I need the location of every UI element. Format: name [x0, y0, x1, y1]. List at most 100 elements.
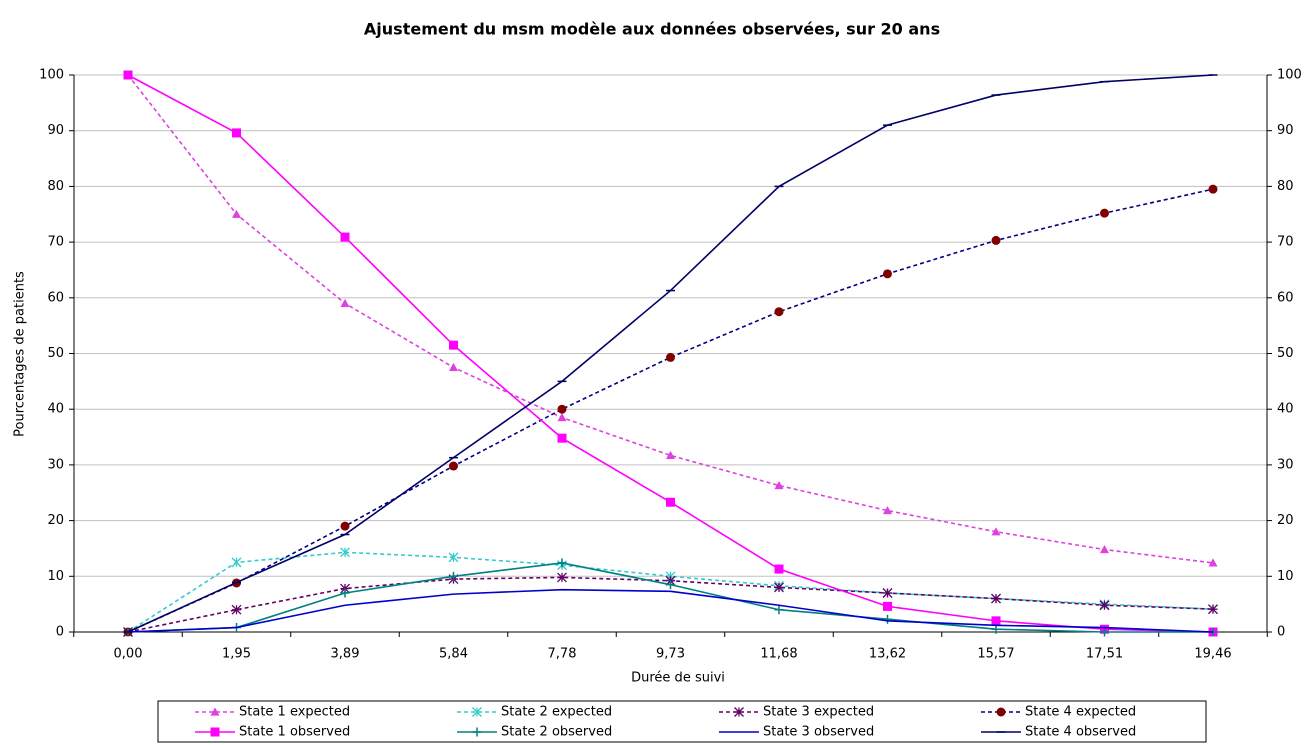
y-tick-label: 0: [56, 625, 64, 640]
legend-label: State 2 expected: [501, 705, 612, 720]
series-line: [127, 188, 1214, 633]
y-tick-label: 90: [47, 123, 64, 138]
x-tick-label: 1,95: [222, 647, 251, 662]
x-tick-label: 15,57: [977, 647, 1014, 662]
y2-tick-label: 100: [1277, 68, 1302, 83]
legend-label: State 2 observed: [501, 725, 612, 740]
y-tick-label: 30: [47, 457, 64, 472]
data-point: [991, 616, 1001, 626]
data-point: [774, 481, 784, 490]
y-tick-label: 60: [47, 290, 64, 305]
data-point: [883, 614, 892, 624]
x-tick-label: 11,68: [760, 647, 797, 662]
legend-label: State 4 observed: [1025, 725, 1136, 740]
y-tick-label: 80: [47, 179, 64, 194]
x-tick-label: 19,46: [1194, 647, 1231, 662]
data-point: [883, 601, 892, 611]
data-point: [774, 582, 784, 593]
data-point: [340, 588, 350, 598]
x-tick-label: 0,00: [114, 647, 143, 662]
data-point: [557, 572, 567, 583]
data-point: [991, 235, 1001, 245]
legend-label: State 3 expected: [763, 705, 874, 720]
x-tick-label: 17,51: [1086, 647, 1123, 662]
y2-tick-label: 30: [1277, 457, 1294, 472]
legend-label: State 1 expected: [239, 705, 350, 720]
data-point: [1099, 600, 1110, 611]
legend-label: State 3 observed: [763, 725, 874, 740]
data-point: [557, 413, 567, 422]
legend-label: State 1 observed: [239, 725, 350, 740]
series-line: [127, 74, 1214, 564]
data-point: [557, 433, 567, 443]
data-point: [666, 450, 675, 460]
data-point: [882, 588, 893, 598]
y-axis-label: Pourcentages de patients: [13, 271, 28, 437]
data-point: [449, 461, 458, 471]
legend-marker: [996, 707, 1006, 717]
legend-marker: [472, 707, 482, 717]
data-point: [231, 557, 242, 568]
legend-marker: [734, 707, 744, 717]
data-point: [449, 340, 458, 350]
data-point: [1208, 184, 1218, 194]
legend-marker: [210, 707, 220, 716]
y2-tick-label: 60: [1277, 290, 1294, 305]
data-point: [666, 497, 675, 507]
y2-tick-label: 10: [1277, 569, 1294, 584]
legend-marker: [210, 727, 220, 737]
data-point: [1100, 627, 1109, 637]
chart-title: Ajustement du msm modèle aux données obs…: [364, 20, 940, 39]
series-line: [127, 588, 1214, 633]
data-point: [1208, 604, 1218, 615]
y2-tick-label: 20: [1277, 513, 1294, 528]
data-point: [1100, 545, 1109, 554]
data-point: [232, 209, 241, 218]
data-point: [123, 70, 133, 80]
data-point: [557, 558, 567, 568]
data-point: [449, 362, 458, 372]
y2-tick-label: 50: [1277, 346, 1294, 361]
data-point: [557, 404, 567, 414]
y-tick-label: 10: [47, 569, 64, 584]
data-point: [774, 605, 784, 615]
data-point: [340, 521, 350, 531]
x-tick-label: 3,89: [331, 647, 360, 662]
y2-tick-label: 40: [1277, 402, 1294, 417]
y2-tick-label: 90: [1277, 123, 1294, 138]
x-tick-label: 13,62: [869, 647, 906, 662]
data-point: [1208, 558, 1218, 567]
y2-tick-label: 70: [1277, 235, 1294, 250]
y-tick-label: 100: [39, 68, 64, 83]
data-point: [340, 232, 350, 242]
data-point: [449, 571, 458, 581]
data-point: [340, 547, 350, 558]
series-line: [127, 551, 1214, 633]
data-point: [991, 527, 1001, 536]
data-point: [991, 593, 1001, 604]
x-tick-label: 7,78: [548, 647, 577, 662]
legend-box: [157, 700, 1207, 743]
y-tick-label: 40: [47, 402, 64, 417]
x-tick-label: 5,84: [439, 647, 468, 662]
legend-label: State 4 expected: [1025, 705, 1136, 720]
data-point: [774, 307, 784, 317]
data-point: [340, 298, 350, 307]
data-point: [774, 564, 784, 574]
data-point: [666, 580, 675, 590]
data-point: [666, 352, 675, 362]
data-point: [883, 269, 892, 279]
y-tick-label: 50: [47, 346, 64, 361]
data-point: [1100, 208, 1109, 218]
data-point: [231, 604, 242, 615]
y2-tick-label: 0: [1277, 625, 1285, 640]
x-tick-label: 9,73: [656, 647, 685, 662]
y-tick-label: 20: [47, 513, 64, 528]
y2-tick-label: 80: [1277, 179, 1294, 194]
y-tick-label: 70: [47, 235, 64, 250]
legend-marker: [472, 727, 482, 737]
data-point: [232, 128, 241, 138]
data-point: [883, 506, 892, 515]
x-axis-label: Durée de suivi: [631, 671, 725, 686]
